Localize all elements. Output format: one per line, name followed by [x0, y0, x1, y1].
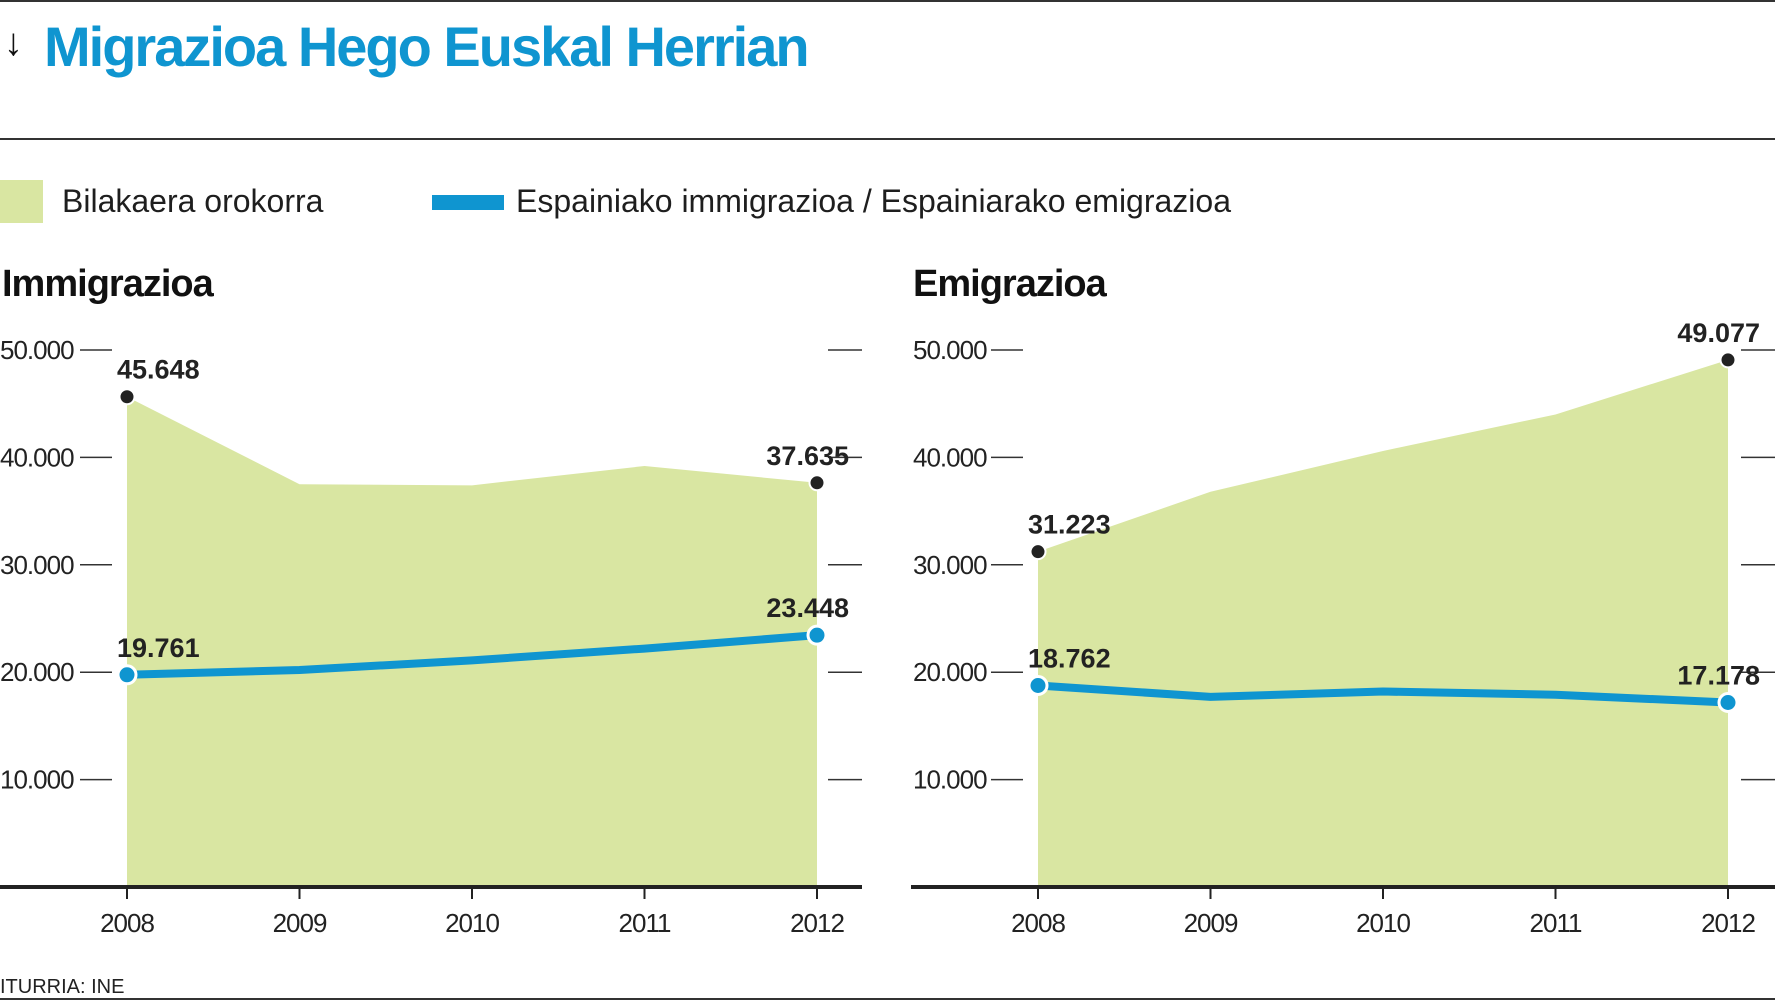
data-label: 17.178 [1677, 661, 1760, 691]
x-tick-label: 2010 [1356, 908, 1410, 938]
y-tick-label: 10.000 [913, 765, 987, 795]
x-tick-label: 2012 [790, 908, 844, 938]
x-tick-label: 2009 [273, 908, 327, 938]
area-series [1038, 359, 1728, 887]
y-tick-label: 40.000 [913, 442, 987, 472]
data-label: 31.223 [1028, 510, 1111, 540]
line-point-marker [1717, 692, 1739, 714]
line-series [123, 631, 821, 679]
data-label: 45.648 [117, 355, 200, 385]
page-title: Migrazioa Hego Euskal Herrian [44, 15, 810, 78]
x-tick-label: 2010 [445, 908, 499, 938]
immigration-chart: 10.000 20.000 30.000 40.000 50.000 2008 2009 20… [0, 335, 862, 938]
x-tick-label: 2008 [1011, 908, 1065, 938]
legend-area-swatch [0, 180, 43, 223]
line-series [1034, 681, 1732, 707]
legend-area-label: Bilakaera orokorra [62, 183, 324, 219]
y-tick-label: 40.000 [0, 442, 74, 472]
area-point-marker [1029, 543, 1047, 561]
y-tick-label: 20.000 [0, 657, 74, 687]
emigration-chart-title: Emigrazioa [913, 263, 1107, 305]
y-tick-label: 30.000 [0, 550, 74, 580]
x-tick-label: 2012 [1701, 908, 1755, 938]
data-label: 37.635 [766, 441, 849, 471]
bottom-rule [0, 998, 1775, 1000]
area-point-marker [1719, 351, 1737, 369]
data-label: 49.077 [1677, 318, 1760, 348]
line-point-marker [116, 664, 138, 686]
area-series [127, 396, 817, 887]
data-label: 18.762 [1028, 643, 1111, 673]
legend-line-label: Espainiako immigrazioa / Espainiarako em… [516, 183, 1231, 219]
x-tick-label: 2011 [1530, 908, 1582, 938]
immigration-chart-title: Immigrazioa [2, 263, 214, 305]
title-divider [0, 138, 1775, 140]
x-tick-label: 2009 [1184, 908, 1238, 938]
y-tick-label: 50.000 [0, 335, 74, 365]
top-rule [0, 0, 1775, 2]
y-tick-label: 20.000 [913, 657, 987, 687]
x-tick-label: 2008 [100, 908, 154, 938]
down-arrow-icon: ↓ [4, 22, 23, 64]
x-tick-label: 2011 [619, 908, 671, 938]
y-tick-label: 30.000 [913, 550, 987, 580]
source-note: ITURRIA: INE [0, 976, 125, 998]
line-point-marker [1027, 674, 1049, 696]
area-point-marker [118, 388, 136, 406]
y-tick-label: 50.000 [913, 335, 987, 365]
line-point-marker [806, 624, 828, 646]
data-label: 23.448 [766, 593, 849, 623]
emigration-chart: 10.000 20.000 30.000 40.000 50.000 2008 2009 20… [911, 318, 1775, 938]
data-label: 19.761 [117, 633, 200, 663]
legend-line-swatch [432, 195, 504, 210]
area-point-marker [808, 474, 826, 492]
y-tick-label: 10.000 [0, 765, 74, 795]
